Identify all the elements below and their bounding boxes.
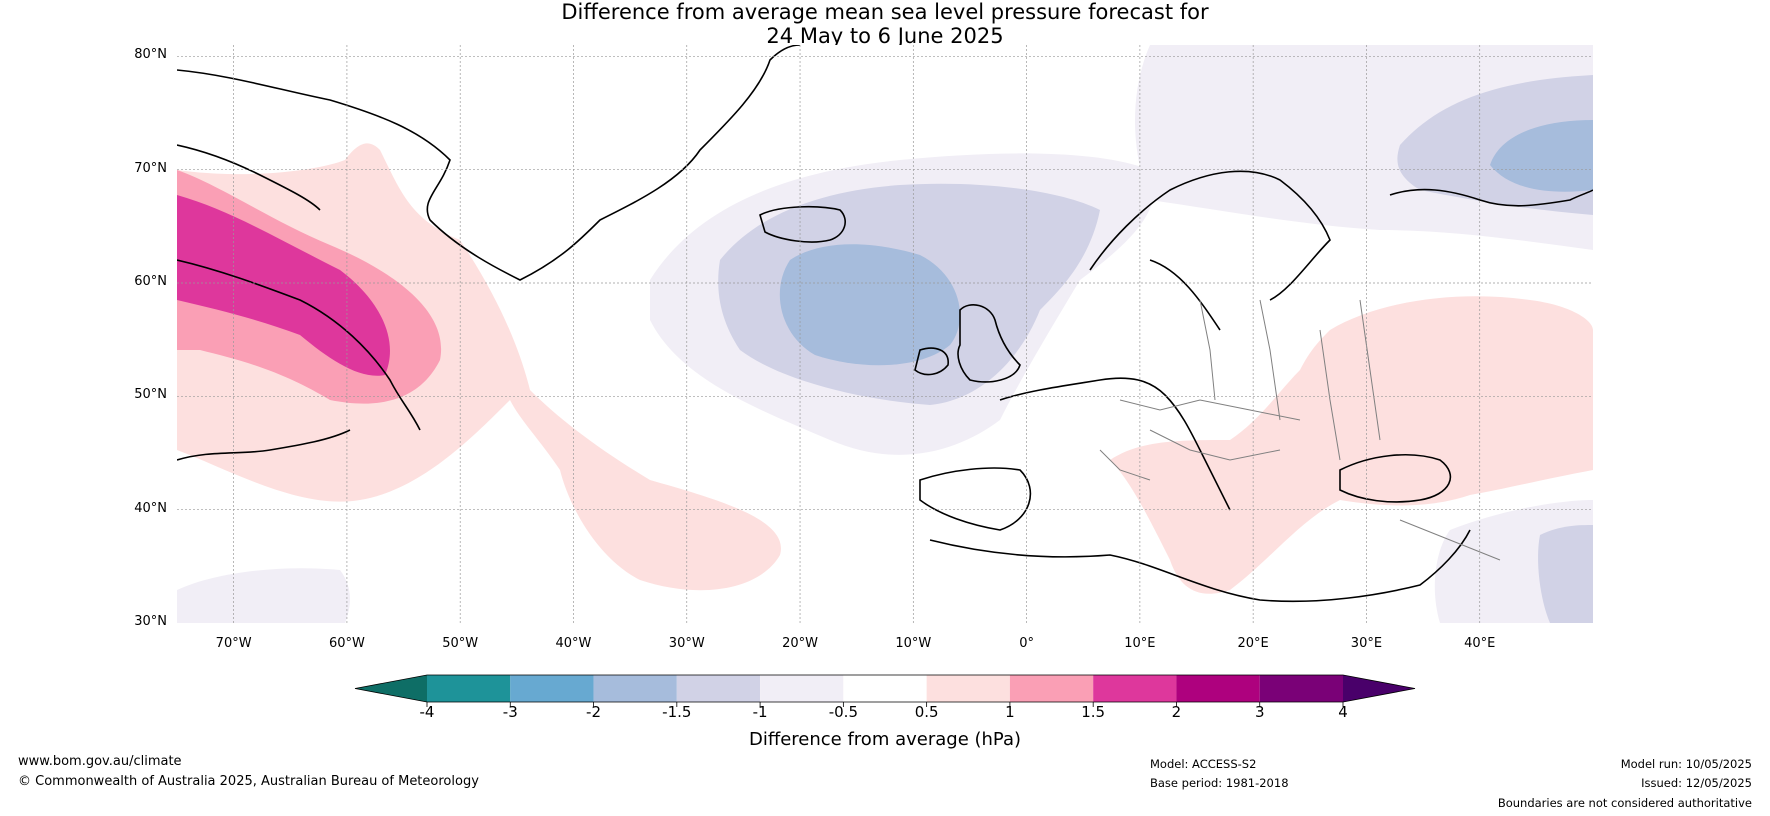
map-title-line-2: 24 May to 6 June 2025 <box>766 24 1004 48</box>
borders-europe <box>1099 299 1501 561</box>
footer-base-period: Base period: 1981-2018 <box>1150 776 1289 790</box>
anomaly-region-positive-0-5-europe <box>1110 296 1593 594</box>
colorbar-tick-label: -1 <box>752 703 768 721</box>
anomaly-region-negative-1-5-atlantic <box>779 244 960 366</box>
colorbar-tick-label: -3 <box>502 703 518 721</box>
mediterranean-coast <box>929 529 1471 603</box>
colorbar-segment <box>760 675 844 702</box>
colorbar-tick-label: 0.5 <box>914 703 939 721</box>
map-title-line-1: Difference from average mean sea level p… <box>561 0 1209 24</box>
colorbar-tick-label: -0.5 <box>828 703 858 721</box>
colorbar-segment <box>593 675 677 702</box>
colorbar-tick-label: -2 <box>586 703 602 721</box>
colorbar-segment <box>1259 675 1343 702</box>
longitude-label: 10°W <box>895 636 932 651</box>
anomaly-region-positive-1-5-west <box>177 195 390 376</box>
latitude-label: 60°N <box>134 274 167 289</box>
colorbar-tick-label: 1.5 <box>1081 703 1106 721</box>
longitude-label: 10°E <box>1124 636 1156 651</box>
latitude-label: 40°N <box>134 500 167 516</box>
anomaly-region-negative-1-southeast <box>1538 525 1593 623</box>
colorbar-tick-label: 2 <box>1171 703 1182 721</box>
colorbar-segment <box>926 675 1010 702</box>
baffin-labrador-coast <box>177 144 421 461</box>
colorbar-segment <box>427 675 511 702</box>
anomaly-region-negative-1-5-arctic <box>1490 120 1593 192</box>
iceland-coast <box>759 205 846 243</box>
colorbar-segment <box>843 675 927 702</box>
colorbar-label: Difference from average (hPa) <box>748 729 1022 750</box>
colorbar-segment <box>1009 675 1094 702</box>
longitude-label: 40°W <box>555 636 592 651</box>
greenland-coast <box>177 45 801 281</box>
anomaly-region-negative-0-5-southwest <box>177 568 350 623</box>
map-title: Difference from average mean sea level p… <box>0 0 1770 48</box>
latitude-label: 50°N <box>134 387 167 403</box>
latitude-label: 70°N <box>134 160 167 176</box>
scandinavia-coast <box>1089 170 1331 331</box>
colorbar-segment <box>676 675 761 702</box>
colorbar-segment <box>1176 675 1260 702</box>
colorbar <box>354 674 1416 707</box>
colorbar-tick-label: 1 <box>1005 703 1015 721</box>
colorbar-segment <box>510 675 594 702</box>
colorbar-extend-low <box>355 675 427 702</box>
colorbar-tick-label: -4 <box>419 703 435 721</box>
footer-model: Model: ACCESS-S2 <box>1150 757 1257 771</box>
longitude-label: 30°W <box>668 636 705 651</box>
longitude-label: 40°E <box>1464 636 1496 651</box>
black-sea-coast <box>1339 454 1452 503</box>
coastlines <box>177 45 1593 603</box>
footer-model-run: Model run: 10/05/2025 <box>1620 757 1752 771</box>
footer-disclaimer: Boundaries are not considered authoritat… <box>1497 796 1752 810</box>
footer-website: www.bom.gov.au/climate <box>18 754 182 769</box>
country-borders <box>1099 299 1501 561</box>
latitude-label: 30°N <box>134 614 167 629</box>
longitude-label: 60°W <box>328 636 365 651</box>
europe-coast <box>919 377 1231 531</box>
latitude-label: 80°N <box>134 47 167 63</box>
longitude-label: 30°E <box>1350 636 1383 651</box>
longitude-label: 50°W <box>442 636 479 651</box>
map-panel <box>177 45 1593 623</box>
footer-copyright: © Commonwealth of Australia 2025, Austra… <box>18 774 479 789</box>
longitude-label: 0° <box>1019 636 1034 651</box>
longitude-label: 20°W <box>782 636 818 651</box>
colorbar-tick-label: 4 <box>1338 703 1348 721</box>
longitude-label: 20°E <box>1237 636 1269 651</box>
colorbar-segment <box>1093 675 1177 702</box>
graticule <box>177 45 1593 623</box>
colorbar-extend-high <box>1343 675 1415 702</box>
longitude-label: 70°W <box>215 636 252 651</box>
russia-arctic-coast <box>1389 188 1593 207</box>
british-isles-coast <box>914 304 1021 383</box>
colorbar-tick-label: 3 <box>1254 703 1265 721</box>
colorbar-tick-label: -1.5 <box>662 703 692 721</box>
footer-issued: Issued: 12/05/2025 <box>1641 776 1752 790</box>
